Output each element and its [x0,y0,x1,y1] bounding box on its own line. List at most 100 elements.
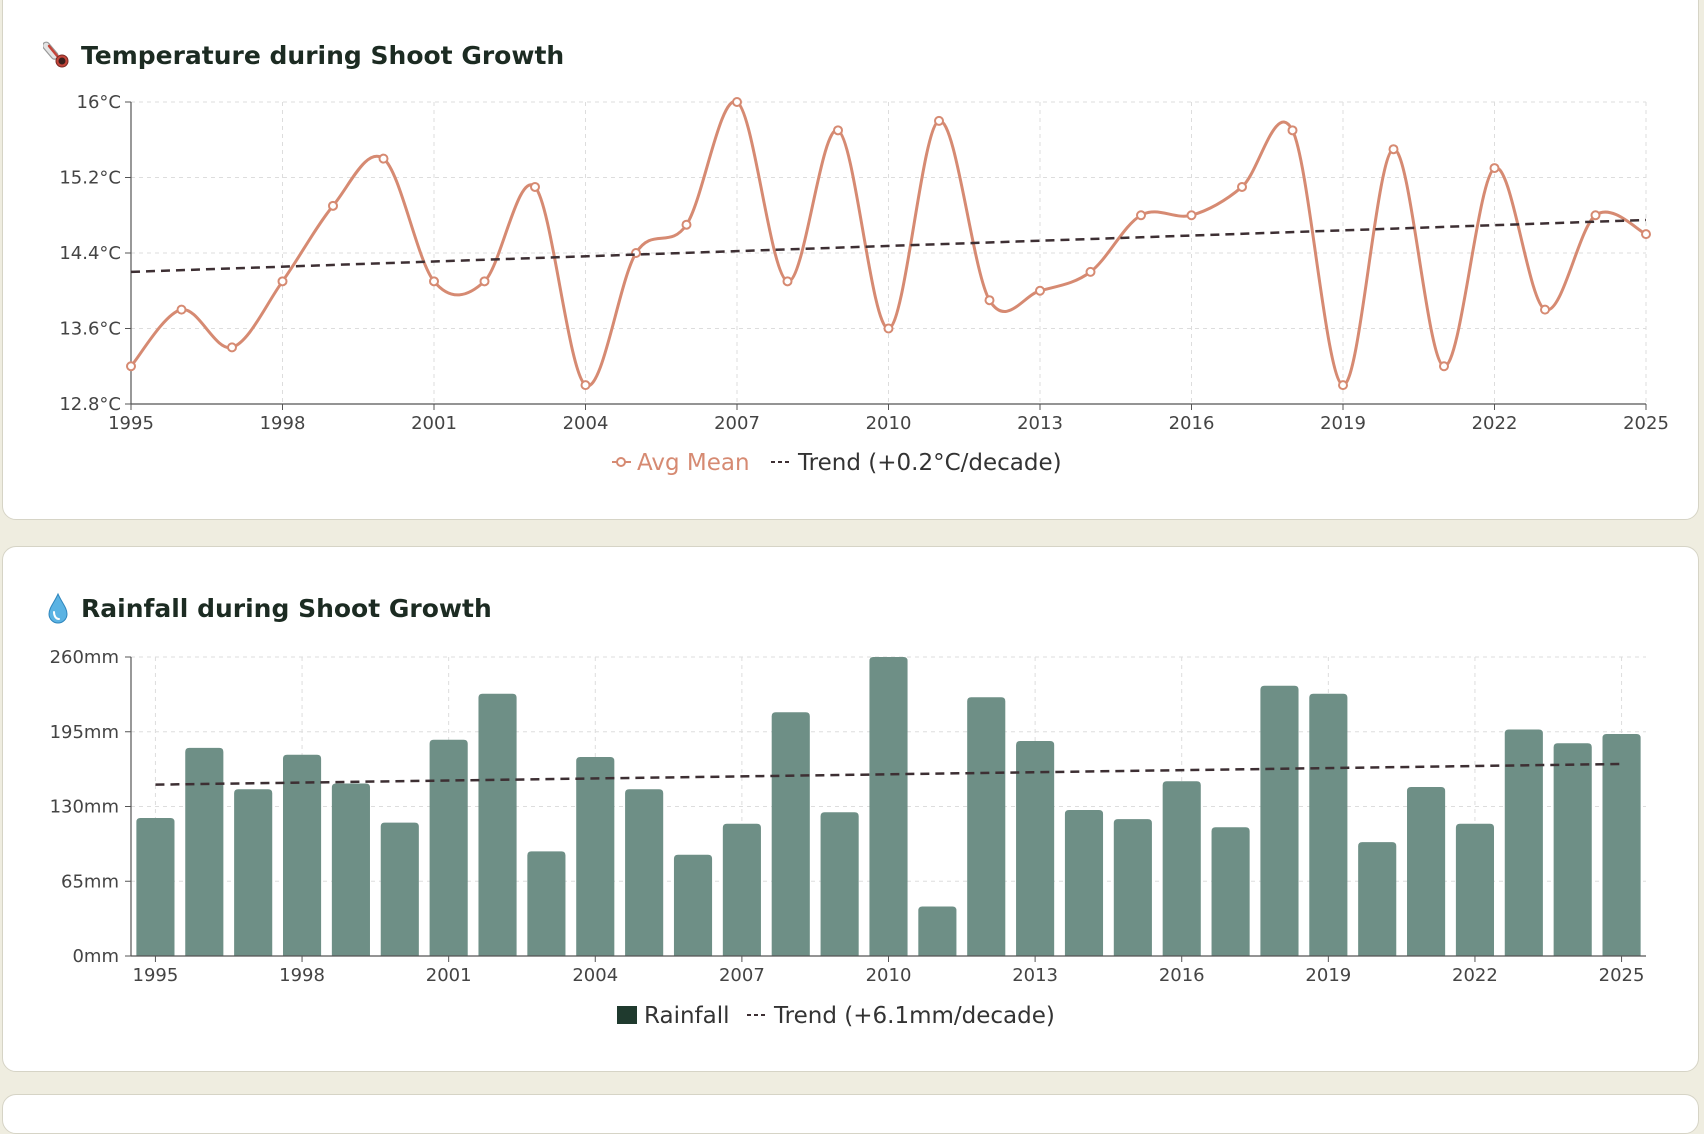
data-point [1338,380,1348,391]
x-tick-label: 2004 [563,413,609,434]
x-tick-label: 2016 [1169,413,1215,434]
rainfall-chart: 1995 1998 2001 2004 2007 2010 2013 2016 2019 2022… [50,647,1646,1029]
y-tick-label: 65mm [61,871,119,892]
data-point [1035,285,1045,296]
x-tick-label: 2025 [1599,965,1645,986]
data-point [479,276,490,287]
rainfall-bar [967,697,1006,956]
series-line-avg-mean [129,100,1647,388]
data-point [1287,125,1298,136]
data-point [1641,229,1651,240]
rainfall-bar [869,657,908,956]
y-tick-label: 260mm [50,647,119,668]
rainfall-bar [1553,743,1592,956]
data-point [1590,210,1601,221]
data-point [1489,163,1500,174]
rainfall-bar [576,757,615,956]
data-point [227,342,237,353]
x-tick-label: 2010 [866,413,912,434]
x-tick-label: 2016 [1159,965,1205,986]
x-tick-label: 2025 [1623,413,1669,434]
rainfall-bar [722,823,761,956]
data-point [732,97,742,107]
data-point [429,276,439,287]
rainfall-bar [234,789,273,956]
water-drop-icon [48,592,68,624]
data-point [328,200,338,211]
rainfall-bar [918,906,957,956]
rainfall-bar [1602,734,1641,956]
x-tick-label: 2007 [719,965,765,986]
temperature-card-title: Temperature during Shoot Growth [81,40,565,70]
data-point [580,380,591,391]
rainfall-bar [673,854,713,956]
next-card [2,1094,1699,1134]
data-point [833,125,843,136]
rainfall-bar [1358,842,1397,956]
trend-line [155,762,1622,786]
x-tick-label: 2001 [426,965,472,986]
rainfall-bar [185,747,224,956]
data-point [1439,361,1449,372]
rainfall-bar [771,712,810,956]
data-point [126,361,136,372]
data-point [378,153,389,164]
y-tick-label: 195mm [50,722,119,743]
legend-swatch-marker [616,457,626,467]
rainfall-bar [1309,693,1348,956]
rainfall-bar [331,783,370,956]
x-tick-label: 2022 [1452,965,1498,986]
rainfall-bar [820,812,859,956]
data-point [1085,266,1096,277]
x-tick-label: 2019 [1305,965,1351,986]
rainfall-bar [1260,685,1299,956]
y-tick-label: 12.8°C [59,394,121,415]
data-point [681,219,692,230]
data-point [934,115,944,126]
x-tick-label: 2019 [1320,413,1366,434]
legend-label-avg-mean: Avg Mean [637,450,750,476]
rainfall-bar [1504,729,1543,956]
temperature-card-header: Temperature during Shoot Growth [43,38,564,72]
data-point [883,323,894,334]
x-tick-label: 1998 [260,413,306,434]
trend-line [130,218,1647,274]
rainfall-bar [282,754,322,956]
rainfall-bar [1162,781,1201,956]
data-point [1136,210,1146,221]
rainfall-bar [1455,823,1495,956]
x-tick-label: 2010 [866,965,912,986]
data-point [176,304,187,315]
rainfall-bar [1016,740,1055,956]
data-point [530,181,540,192]
x-tick-label: 1998 [279,965,325,986]
y-tick-label: 130mm [50,797,119,818]
x-tick-label: 1995 [108,413,154,434]
legend-label-trend: Trend (+6.1mm/decade) [773,1003,1055,1029]
rainfall-bar [527,851,566,956]
x-tick-label: 2007 [714,413,760,434]
x-tick-label: 2013 [1012,965,1058,986]
temperature-card: Temperature during Shoot Growth 1995 1998… [2,0,1699,520]
data-point [984,295,995,306]
rainfall-bar [136,818,175,956]
rainfall-card: Rainfall during Shoot Growth 1995 1998 200… [2,546,1699,1072]
data-point [1186,210,1197,221]
temperature-chart: 1995 1998 2001 2004 2007 2010 2013 2016 2019 2022… [59,92,1669,476]
rainfall-bar [1064,809,1104,956]
x-tick-label: 2013 [1017,413,1063,434]
thermometer-icon [43,41,69,68]
x-tick-label: 2001 [411,413,457,434]
data-point [277,276,288,287]
rainfall-bar [625,789,664,956]
rainfall-bar [429,739,468,956]
data-point [1237,181,1247,192]
rainfall-card-header: Rainfall during Shoot Growth [43,591,492,625]
y-tick-label: 13.6°C [59,319,121,340]
rainfall-bar [1407,786,1446,956]
legend-label-trend: Trend (+0.2°C/decade) [797,450,1062,476]
data-point [1388,144,1399,155]
rainfall-bar [1211,827,1250,956]
legend-label-rainfall: Rainfall [644,1003,730,1029]
rainfall-bar [1113,819,1152,956]
